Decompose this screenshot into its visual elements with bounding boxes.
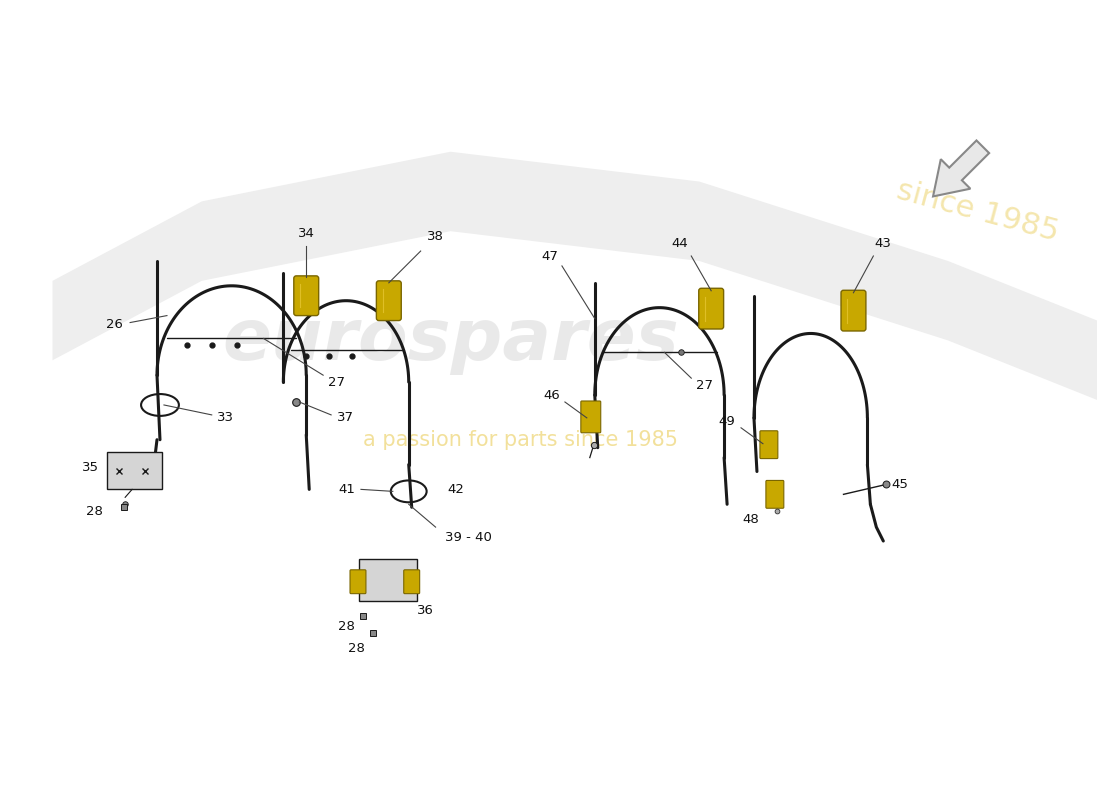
Text: since 1985: since 1985 <box>893 176 1063 247</box>
Text: 48: 48 <box>742 513 759 526</box>
Text: 43: 43 <box>874 237 892 250</box>
Text: 27: 27 <box>695 378 713 392</box>
FancyBboxPatch shape <box>581 401 601 433</box>
Text: 45: 45 <box>892 478 909 491</box>
Text: 28: 28 <box>348 642 364 654</box>
Text: 44: 44 <box>671 237 688 250</box>
FancyArrow shape <box>933 141 989 197</box>
Text: eurospares: eurospares <box>222 306 679 375</box>
Text: 35: 35 <box>81 461 99 474</box>
Text: 34: 34 <box>298 226 315 240</box>
Text: 39 - 40: 39 - 40 <box>446 530 492 543</box>
Text: a passion for parts since 1985: a passion for parts since 1985 <box>363 430 678 450</box>
Text: 46: 46 <box>543 389 560 402</box>
FancyBboxPatch shape <box>350 570 366 594</box>
FancyBboxPatch shape <box>294 276 319 315</box>
FancyBboxPatch shape <box>376 281 402 321</box>
Text: 28: 28 <box>86 505 102 518</box>
Polygon shape <box>53 152 1097 400</box>
FancyBboxPatch shape <box>698 288 724 329</box>
Text: 49: 49 <box>718 415 736 428</box>
Text: 28: 28 <box>338 620 354 633</box>
Text: 47: 47 <box>541 250 559 262</box>
Text: 26: 26 <box>106 318 122 331</box>
FancyBboxPatch shape <box>766 481 784 508</box>
Text: 27: 27 <box>328 376 344 389</box>
FancyBboxPatch shape <box>359 559 417 601</box>
FancyBboxPatch shape <box>760 430 778 458</box>
Text: 36: 36 <box>417 604 434 617</box>
Text: 33: 33 <box>217 411 234 424</box>
FancyBboxPatch shape <box>404 570 420 594</box>
FancyBboxPatch shape <box>842 290 866 331</box>
Text: 38: 38 <box>427 230 444 242</box>
FancyBboxPatch shape <box>107 452 162 490</box>
Text: 37: 37 <box>337 411 353 424</box>
Text: 41: 41 <box>339 483 355 496</box>
Text: 42: 42 <box>447 483 464 496</box>
